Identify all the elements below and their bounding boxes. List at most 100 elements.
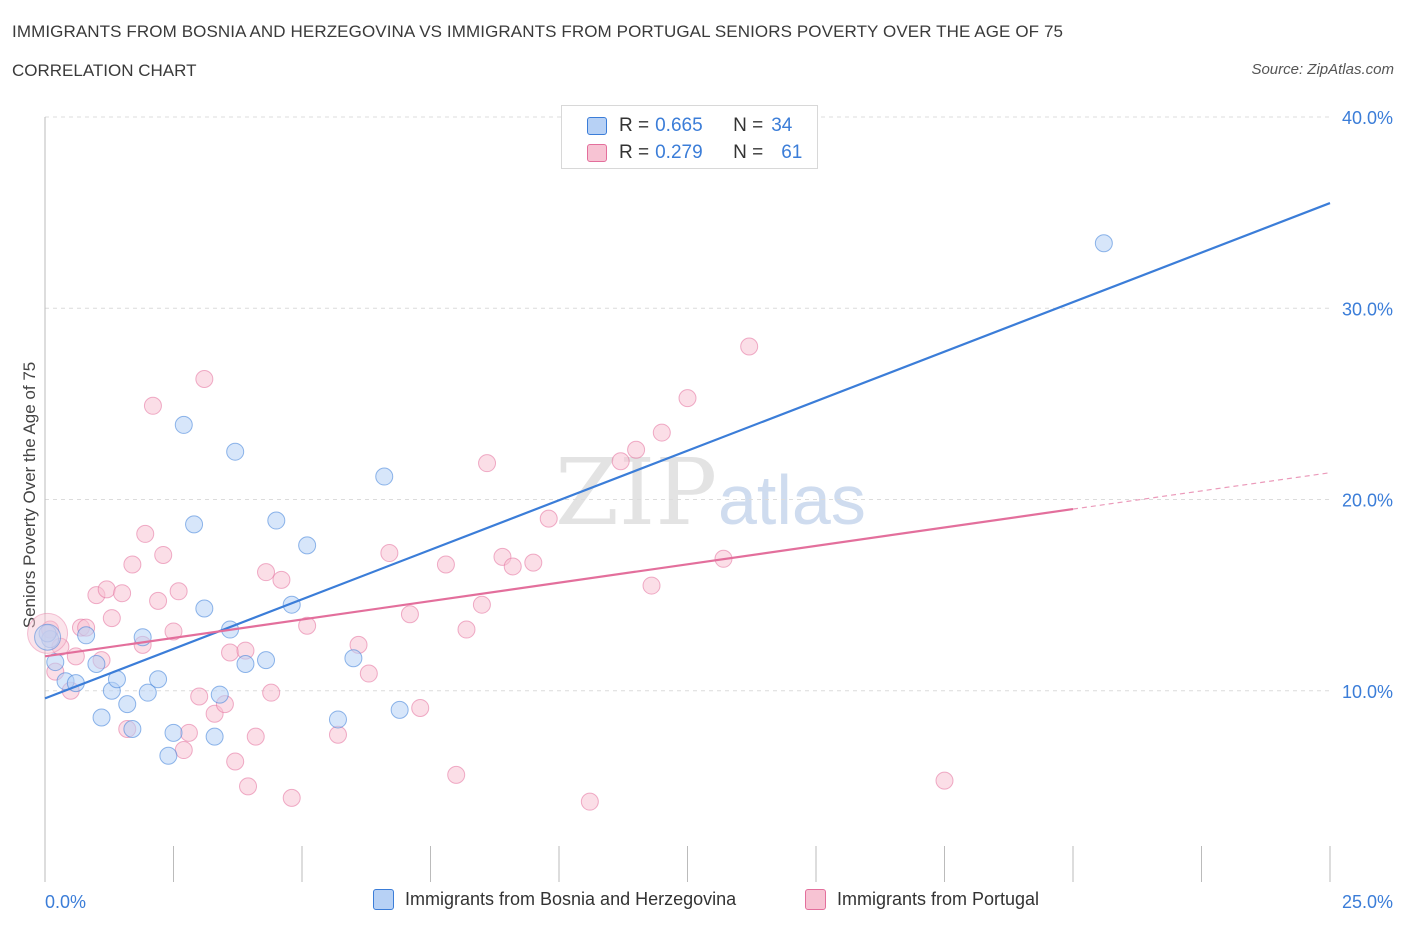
- legend-n-label: N =: [733, 142, 764, 163]
- data-point: [149, 591, 168, 610]
- data-point: [246, 727, 265, 746]
- data-point: [740, 337, 759, 356]
- data-point: [226, 442, 245, 461]
- data-point: [580, 792, 599, 811]
- x-tick-label: 25.0%: [1342, 892, 1393, 912]
- data-point: [138, 683, 157, 702]
- data-point: [136, 524, 155, 543]
- data-point: [77, 626, 96, 645]
- y-tick-label: 10.0%: [1342, 682, 1393, 702]
- data-point: [411, 698, 430, 717]
- data-point: [524, 553, 543, 572]
- chart-subtitle: CORRELATION CHART: [12, 61, 197, 80]
- data-point: [359, 664, 378, 683]
- trend-lines: [44, 202, 1331, 700]
- data-point: [298, 536, 317, 555]
- legend-r-label: R =: [619, 142, 650, 163]
- series-label-portugal: Immigrants from Portugal: [837, 889, 1040, 909]
- data-point: [113, 584, 132, 603]
- data-point: [282, 788, 301, 807]
- legend-swatch-pink: [587, 144, 607, 162]
- data-point: [472, 595, 491, 614]
- trend-line-pink: [44, 507, 1074, 658]
- data-point: [102, 609, 121, 628]
- data-point: [257, 563, 276, 582]
- data-point: [457, 620, 476, 639]
- data-point: [380, 544, 399, 563]
- data-point: [935, 771, 954, 790]
- data-point: [539, 509, 558, 528]
- chart-title: IMMIGRANTS FROM BOSNIA AND HERZEGOVINA V…: [12, 22, 1064, 41]
- data-point: [118, 695, 137, 714]
- data-point: [97, 580, 116, 599]
- data-point: [169, 582, 188, 601]
- data-point: [400, 605, 419, 624]
- series-legend-bosnia: Immigrants from Bosnia and Herzegovina: [373, 889, 736, 910]
- data-point: [611, 452, 630, 471]
- y-tick-label: 40.0%: [1342, 108, 1393, 128]
- data-point: [503, 557, 522, 576]
- data-point: [123, 555, 142, 574]
- trend-line-blue: [44, 202, 1331, 700]
- data-point: [344, 649, 363, 668]
- data-point: [226, 752, 245, 771]
- y-tick-label: 30.0%: [1342, 299, 1393, 319]
- data-point: [221, 643, 240, 662]
- data-point: [210, 685, 229, 704]
- legend-n-value: 34: [771, 115, 793, 136]
- x-tick-label: 0.0%: [45, 892, 86, 912]
- data-point: [328, 710, 347, 729]
- data-point: [34, 623, 62, 651]
- data-point: [642, 576, 661, 595]
- data-point: [1094, 234, 1113, 253]
- y-tick-label: 20.0%: [1342, 491, 1393, 511]
- data-point: [174, 741, 193, 760]
- data-point: [154, 545, 173, 564]
- source-label: Source: ZipAtlas.com: [1251, 61, 1394, 78]
- data-point: [179, 723, 198, 742]
- stats-legend: R = 0.665 N = 34 R = 0.279 N = 61: [561, 105, 818, 169]
- legend-row-portugal: R = 0.279 N = 61: [587, 142, 802, 164]
- data-point: [652, 423, 671, 442]
- data-point: [257, 651, 276, 670]
- data-point: [92, 708, 111, 727]
- legend-n-label: N =: [733, 115, 764, 136]
- data-point: [328, 725, 347, 744]
- data-point: [262, 683, 281, 702]
- data-point: [149, 670, 168, 689]
- legend-swatch-blue: [587, 117, 607, 135]
- data-point: [239, 777, 258, 796]
- series-swatch-pink: [805, 889, 826, 910]
- data-point: [205, 727, 224, 746]
- legend-n-value: 61: [781, 142, 803, 163]
- data-point: [447, 765, 466, 784]
- tick-labels: 10.0% 20.0% 30.0% 40.0% 0.0% 25.0%: [45, 108, 1393, 912]
- data-point: [390, 700, 409, 719]
- data-point: [678, 389, 697, 408]
- data-point: [298, 616, 317, 635]
- data-point: [478, 454, 497, 473]
- data-point: [272, 570, 291, 589]
- points: [27, 234, 1113, 811]
- series-legend-portugal: Immigrants from Portugal: [805, 889, 1039, 910]
- series-swatch-blue: [373, 889, 394, 910]
- data-point: [375, 467, 394, 486]
- data-point: [87, 654, 106, 673]
- data-point: [195, 370, 214, 389]
- data-point: [143, 396, 162, 415]
- data-point: [123, 720, 142, 738]
- data-point: [267, 511, 286, 530]
- data-point: [164, 723, 183, 742]
- axes: [44, 117, 1331, 882]
- legend-r-value: 0.665: [655, 115, 703, 136]
- data-point: [185, 515, 204, 534]
- data-point: [236, 654, 255, 673]
- data-point: [46, 653, 65, 672]
- data-point: [159, 746, 178, 765]
- data-point: [190, 687, 209, 706]
- watermark: ZIP atlas: [555, 439, 866, 546]
- trend-extension-pink: [1072, 472, 1331, 510]
- legend-row-bosnia: R = 0.665 N = 34: [587, 115, 792, 137]
- legend-r-value: 0.279: [655, 142, 703, 163]
